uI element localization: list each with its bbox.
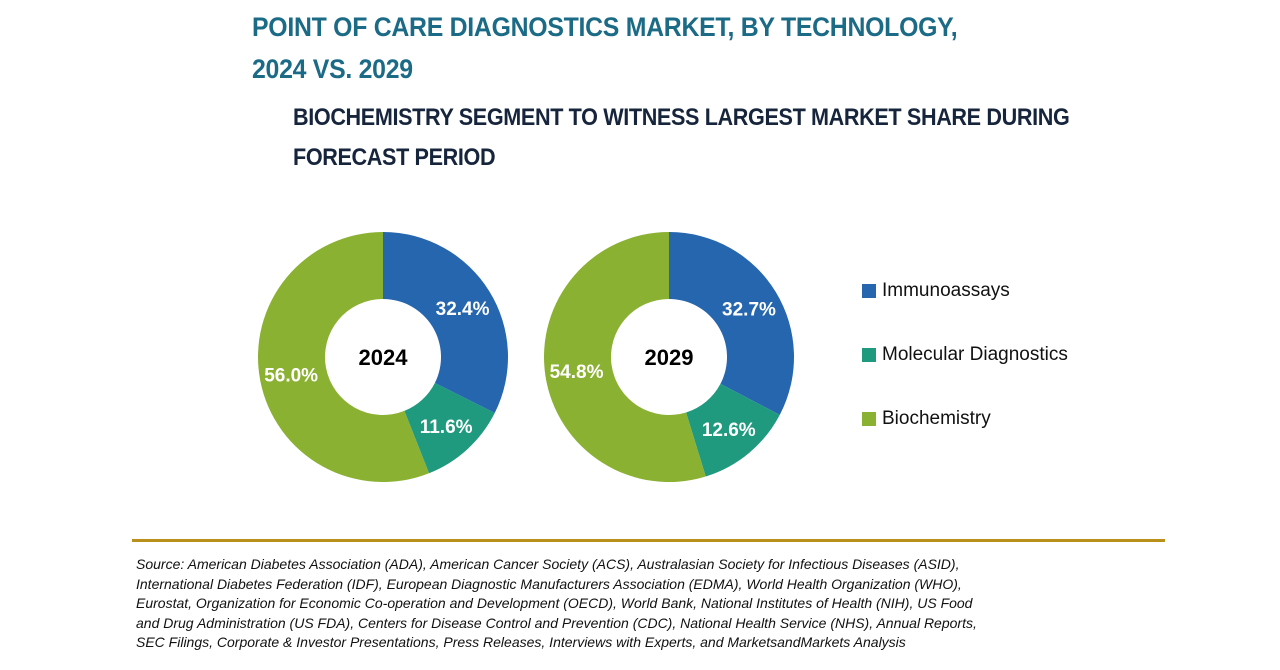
data-label: 11.6% [420, 417, 473, 438]
chart-title-line2: 2024 VS. 2029 [252, 54, 413, 84]
data-label: 54.8% [550, 362, 604, 383]
legend-item-biochemistry: Biochemistry [862, 404, 1068, 434]
legend: Immunoassays Molecular Diagnostics Bioch… [862, 276, 1068, 468]
chart-subtitle-line1: BIOCHEMISTRY SEGMENT TO WITNESS LARGEST … [293, 104, 1070, 131]
legend-swatch-immunoassays [862, 284, 876, 298]
chart-title-line1: POINT OF CARE DIAGNOSTICS MARKET, BY TEC… [252, 12, 958, 42]
chart-subtitle: BIOCHEMISTRY SEGMENT TO WITNESS LARGEST … [293, 98, 1070, 178]
divider-rule [132, 539, 1165, 542]
slice-immunoassays-2024 [383, 232, 508, 414]
slice-biochemistry-2029 [544, 232, 706, 482]
data-label: 32.7% [722, 300, 776, 321]
data-label: 32.4% [436, 299, 490, 320]
slice-molecular-diagnostics-2029 [686, 383, 780, 477]
source-line: SEC Filings, Corporate & Investor Presen… [136, 634, 906, 650]
data-label: 12.6% [702, 420, 756, 441]
source-line: International Diabetes Federation (IDF),… [136, 575, 962, 592]
legend-item-immunoassays: Immunoassays [862, 276, 1068, 306]
chart-title: POINT OF CARE DIAGNOSTICS MARKET, BY TEC… [252, 6, 958, 90]
source-note: Source: American Diabetes Association (A… [136, 555, 1176, 653]
legend-label: Molecular Diagnostics [882, 344, 1068, 365]
donut-center-label: 2024 [359, 345, 409, 370]
legend-swatch-biochemistry [862, 412, 876, 426]
donut-2024: 32.4% 11.6% 56.0% 2024 [258, 232, 508, 482]
chart-subtitle-line2: FORECAST PERIOD [293, 144, 496, 171]
donut-2029: 32.7% 12.6% 54.8% 2029 [544, 232, 795, 482]
slice-biochemistry-2024 [258, 232, 430, 482]
donut-center-label: 2029 [645, 345, 694, 370]
legend-item-molecular-diagnostics: Molecular Diagnostics [862, 340, 1068, 370]
source-line: Eurostat, Organization for Economic Co-o… [136, 595, 973, 611]
legend-label: Immunoassays [882, 280, 1010, 301]
slice-molecular-diagnostics-2024 [404, 383, 495, 474]
legend-swatch-molecular-diagnostics [862, 348, 876, 362]
source-line: Source: American Diabetes Association (A… [136, 556, 960, 572]
slice-immunoassays-2029 [669, 232, 795, 415]
source-line: and Drug Administration (US FDA), Center… [136, 614, 977, 631]
data-label: 56.0% [264, 366, 318, 387]
legend-label: Biochemistry [882, 408, 991, 429]
